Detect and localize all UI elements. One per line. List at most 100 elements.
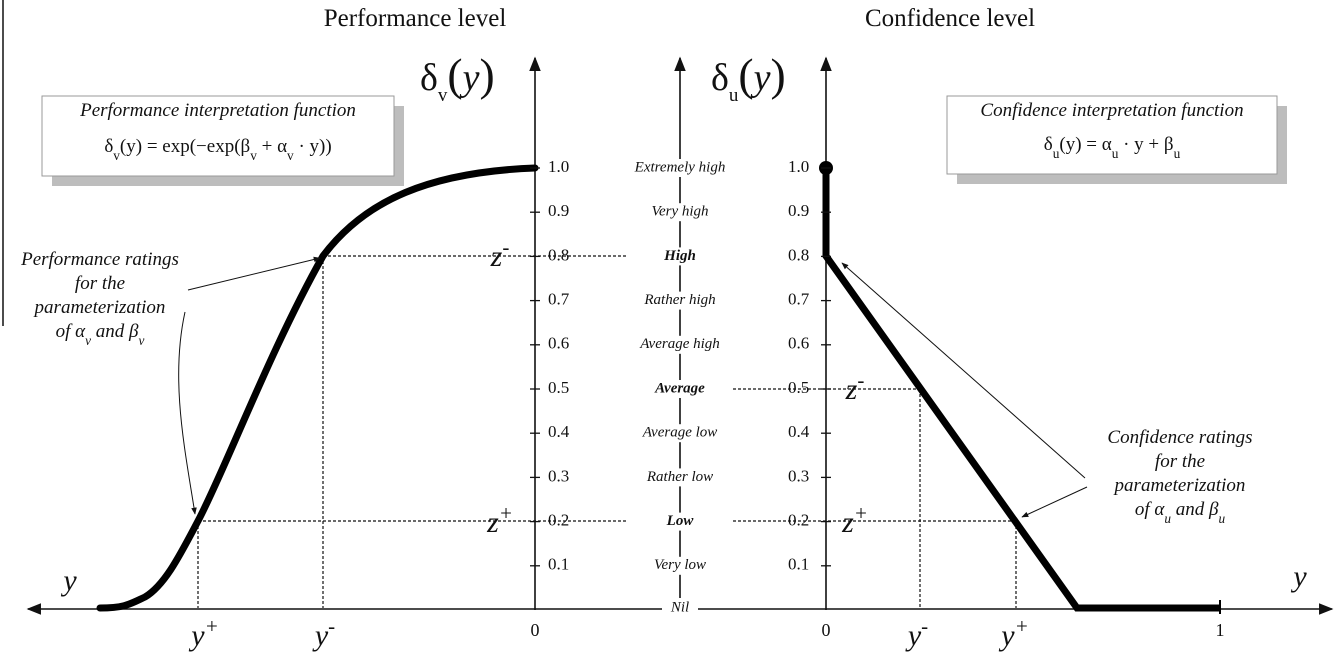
tick-label: 0.3 [548, 466, 569, 485]
label-bg [639, 203, 721, 222]
label-bg [636, 468, 724, 487]
variable-label: z+ [841, 501, 868, 539]
script-part: v [287, 148, 294, 163]
variable-label: z+ [486, 501, 513, 539]
tick-label: 1.0 [548, 157, 569, 176]
label-bg [658, 247, 702, 266]
scale-label: Rather high [643, 292, 715, 308]
script-part: - [502, 235, 509, 259]
variable-label: z- [490, 235, 510, 273]
text-part: of α [56, 321, 87, 342]
axis-label-part: ( [447, 49, 462, 100]
text-part: y [998, 619, 1015, 652]
axis-label-part: ( [738, 49, 753, 100]
origin-label: 0 [822, 620, 831, 640]
text-part: · y + β [1118, 134, 1173, 155]
text-part: z [490, 240, 503, 273]
label-bg [643, 556, 717, 575]
script-part: v [113, 148, 120, 163]
variable-label: y- [312, 614, 335, 652]
tick-label: 0.1 [548, 555, 569, 574]
tick-label: 0.8 [548, 245, 569, 264]
scale-label: Rather low [646, 469, 713, 485]
annotation-arrow [178, 311, 197, 515]
generated: 0.10.20.30.40.50.60.70.80.91.0δv(y)0.10.… [20, 49, 1307, 652]
scale-label: High [663, 248, 696, 264]
axis-label-part: u [729, 85, 739, 106]
tick-label: 0.2 [788, 511, 809, 530]
left-function-box [41, 95, 395, 177]
text-part: y [312, 619, 329, 652]
left-guides [197, 255, 628, 608]
script-part: + [854, 501, 868, 525]
scale-label: Nil [670, 599, 689, 615]
scale-label: Low [666, 513, 695, 529]
variable-label: y+ [188, 614, 219, 652]
x-axis-label: y [60, 564, 77, 597]
scale-label: Average [654, 380, 705, 396]
annotation-arrow [187, 256, 321, 291]
script-part: v [138, 333, 144, 348]
axis-label-part: y [459, 57, 480, 99]
text-part: δ [104, 136, 113, 157]
annotation: of αv and βv [56, 321, 145, 348]
text-part: z [845, 373, 858, 406]
script-part: + [499, 501, 513, 525]
label-bg [620, 159, 740, 177]
tick-label: 0.5 [548, 378, 569, 397]
script-part: u [1112, 146, 1119, 161]
right-guides [733, 388, 1017, 608]
annotation-arrow [841, 262, 1086, 479]
left-formula: δv(y) = exp(−exp(βv + αv · y)) [104, 136, 331, 163]
annotation: Confidence ratings [1107, 427, 1252, 448]
axis-label-part: δ [420, 57, 438, 99]
annotation: parameterization [1113, 475, 1246, 496]
text-part: · y)) [294, 136, 332, 157]
tick-label: 0.9 [548, 201, 569, 220]
label-bg [632, 424, 728, 443]
annotation: for the [75, 273, 125, 294]
annotation: for the [1155, 451, 1205, 472]
label-bg [662, 599, 698, 617]
tick-label: 0.2 [548, 511, 569, 530]
text-part: z [841, 506, 854, 539]
script-part: + [1015, 614, 1029, 638]
annotation: Performance ratings [20, 249, 179, 270]
right-box-title: Confidence interpretation function [980, 100, 1243, 121]
tick-label: 0.7 [548, 290, 570, 309]
scale-label: Very low [654, 557, 706, 573]
script-part: v [250, 148, 257, 163]
variable-label: z- [845, 368, 865, 406]
annotation-arrow [1021, 486, 1088, 518]
text-part: of α [1135, 499, 1166, 520]
tick-label: 1.0 [788, 157, 809, 176]
origin-label: 0 [531, 620, 540, 640]
variable-label: y- [905, 614, 928, 652]
script-part: - [328, 614, 335, 638]
left-box-title: Performance interpretation function [79, 100, 356, 121]
text-part: (y) = α [1059, 134, 1111, 155]
label-bg [632, 291, 728, 310]
end-label: 1 [1216, 620, 1225, 640]
text-part: y [188, 619, 205, 652]
right-function-box [946, 95, 1278, 175]
script-part: - [857, 368, 864, 392]
left-title: Performance level [324, 5, 507, 32]
tick-label: 0.4 [548, 422, 570, 441]
script-part: u [1174, 146, 1181, 161]
tick-label: 0.6 [788, 334, 809, 353]
tick-label: 0.6 [548, 334, 569, 353]
script-part: u [1218, 511, 1225, 526]
variable-label: y+ [998, 614, 1029, 652]
performance-curve [96, 164, 539, 612]
right-formula: δu(y) = αu · y + βu [1044, 134, 1181, 161]
annotation: parameterization [33, 297, 166, 318]
script-part: u [1164, 511, 1171, 526]
axis-label-part: ) [770, 49, 785, 100]
scale-label: Average high [639, 336, 720, 352]
label-bg [628, 335, 732, 354]
text-part: y [905, 619, 922, 652]
tick-label: 0.5 [788, 378, 809, 397]
axis-label-part: δ [711, 57, 729, 99]
